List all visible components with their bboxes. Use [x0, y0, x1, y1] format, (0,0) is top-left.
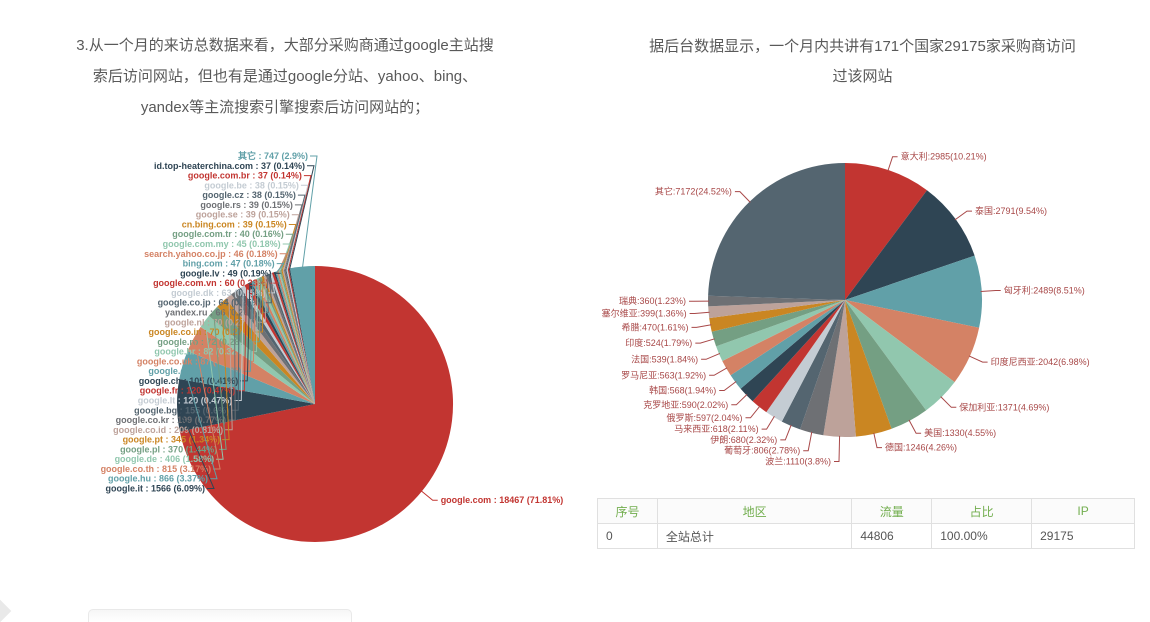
pie-slice-label: google.cz : 38 (0.15%) [202, 190, 296, 200]
country-pie-chart[interactable]: 其它:7172(24.52%) 瑞典:360(1.23%) 塞尔维亚:399(1.3… [595, 135, 1150, 480]
pie-label-line [981, 291, 1001, 292]
pie-slice-label: 克罗地亚:590(2.02%) [643, 399, 728, 410]
pie-label-line [955, 211, 972, 220]
pie-slice-label: google.co.uk : 87 (0.34%) [137, 356, 245, 366]
analysis-text-countries: 据后台数据显示，一个月内共讲有171个国家29175家采购商访问 过该网站 [615, 32, 1110, 92]
intro-line: 据后台数据显示，一个月内共讲有171个国家29175家采购商访问 [615, 32, 1110, 62]
col-header-traffic: 流量 [852, 499, 932, 524]
pie-slice-label: google.ro : 72 (0.28%) [157, 337, 250, 347]
pie-slice-label: 泰国:2791(9.54%) [975, 205, 1047, 216]
pie-slice-label: 其它:7172(24.52%) [655, 186, 732, 197]
pie-label-line [709, 368, 727, 376]
pie-slice-label: google.com.tr : 40 (0.16%) [172, 229, 284, 239]
pie-slice-label: google.de : 406 (1.58%) [115, 454, 215, 464]
corner-decoration [0, 600, 11, 622]
pie-label-line [941, 397, 957, 408]
col-header-region: 地区 [657, 499, 851, 524]
pie-label-line [780, 425, 791, 440]
pie-label-line [719, 382, 736, 391]
pie-slice-label: google.co.th : 815 (3.17%) [101, 464, 212, 474]
pie-label-line [701, 353, 720, 359]
pie-slice-label: 俄罗斯:597(2.04%) [666, 412, 742, 423]
pie-slice-label: yandex.ru : 66 (0.26%) [165, 308, 260, 318]
col-header-share: 占比 [932, 499, 1032, 524]
pie-slice-label: google.gr : 97 (0.38%) [148, 366, 241, 376]
traffic-summary-table: 序号 地区 流量 占比 IP 0 全站总计 44806 100.00% 2917… [597, 498, 1135, 549]
pie-slice-label: google.co.in : 70 (0.27%) [148, 327, 253, 337]
pie-slice-label: google.hr : 82 (0.32%) [154, 347, 247, 357]
pie-slice-label: 马来西亚:618(2.11%) [674, 424, 758, 434]
pie-slice-label: 瑞典:360(1.23%) [619, 295, 686, 306]
cell-ip: 29175 [1032, 524, 1135, 549]
pie-slice-label: 韩国:568(1.94%) [649, 385, 716, 396]
pie-label-line [303, 156, 318, 268]
pie-slice-label: google.be : 38 (0.15%) [204, 180, 299, 190]
pie-slice-label: google.com.my : 45 (0.18%) [163, 239, 281, 249]
pie-slice-label: search.yahoo.co.jp : 46 (0.18%) [144, 249, 278, 259]
analysis-text-search-engines: 3.从一个月的来访总数据来看，大部分采购商通过google主站搜 索后访问网站，… [45, 30, 525, 123]
intro-line: yandex等主流搜索引擎搜索后访问网站的； [45, 92, 525, 123]
pie-slice-label: 伊朗:680(2.32%) [710, 434, 777, 445]
below-fold-card-edge [88, 609, 352, 622]
col-header-ip: IP [1032, 499, 1135, 524]
pie-slice-label: 其它 : 747 (2.9%) [238, 150, 308, 161]
pie-label-line [692, 325, 712, 328]
pie-slice-label: google.dk : 63 (0.25%) [171, 288, 266, 298]
pie-label-line [695, 339, 714, 343]
cell-share: 100.00% [932, 524, 1032, 549]
pie-slice-label: google.lt : 120 (0.47%) [138, 396, 233, 406]
pie-slice-label: cn.bing.com : 39 (0.15%) [182, 220, 287, 230]
intro-line: 3.从一个月的来访总数据来看，大部分采购商通过google主站搜 [45, 30, 525, 61]
pie-slice-label: bing.com : 47 (0.18%) [183, 259, 275, 269]
pie-label-line [834, 436, 840, 462]
pie-slice-label: 美国:1330(4.55%) [924, 427, 996, 438]
pie-label-line [909, 420, 921, 433]
pie-label-line [421, 491, 438, 501]
pie-slice-label: 匈牙利:2489(8.51%) [1004, 285, 1085, 296]
table-header-row: 序号 地区 流量 占比 IP [598, 499, 1135, 524]
intro-line: 过该网站 [615, 62, 1110, 92]
cell-region: 全站总计 [657, 524, 851, 549]
pie-slice-label: google.se : 39 (0.15%) [196, 210, 290, 220]
pie-slice-label: google.co.id : 209 (0.81%) [113, 425, 223, 435]
pie-slice-label: google.rs : 39 (0.15%) [200, 200, 293, 210]
pie-slice-label: 波兰:1110(3.8%) [765, 456, 831, 467]
pie-slice-label: google.lv : 49 (0.19%) [180, 268, 272, 278]
pie-slice-label: 法国:539(1.84%) [631, 353, 698, 364]
pie-label-line [874, 433, 882, 448]
pie-slice-label: google.it : 1566 (6.09%) [105, 484, 205, 494]
pie-slice-label: google.com.vn : 60 (0.23%) [153, 278, 269, 288]
pie-slice-label: 意大利:2985(10.21%) [901, 151, 987, 162]
pie-label-line [735, 192, 750, 203]
pie-label-line [690, 312, 710, 313]
cell-traffic: 44806 [852, 524, 932, 549]
col-header-index: 序号 [598, 499, 658, 524]
pie-slice-label: google.hu : 866 (3.37%) [108, 474, 208, 484]
pie-slice-label: 罗马尼亚:563(1.92%) [621, 370, 706, 380]
pie-slice-label: google.co.jp : 64 (0.25%) [158, 298, 263, 308]
pie-slice-label: 印度尼西亚:2042(6.98%) [991, 356, 1090, 367]
pie-label-line [746, 406, 760, 418]
table-row: 0 全站总计 44806 100.00% 29175 [598, 524, 1135, 549]
pie-slice-label: 希腊:470(1.61%) [621, 321, 688, 332]
pie-slice-其它[interactable] [708, 163, 845, 300]
pie-label-line [888, 157, 898, 171]
pie-label-line [969, 356, 988, 362]
pie-slice-label: 塞尔维亚:399(1.36%) [602, 308, 687, 319]
pie-slice-label: google.com : 18467 (71.81%) [441, 495, 564, 505]
pie-slice-label: 葡萄牙:806(2.78%) [724, 445, 800, 456]
search-engine-pie-chart[interactable]: 其它 : 747 (2.9%)id.top-heaterchina.com : … [40, 148, 585, 568]
pie-label-line [803, 432, 812, 451]
intro-line: 索后访问网站，但也有是通过google分站、yahoo、bing、 [45, 61, 525, 92]
cell-index: 0 [598, 524, 658, 549]
pie-slice-label: id.top-heaterchina.com : 37 (0.14%) [154, 161, 305, 171]
pie-slice-label: 印度:524(1.79%) [625, 337, 692, 348]
pie-slice-label: google.pl : 370 (1.44%) [120, 444, 217, 454]
pie-slice-label: 保加利亚:1371(4.69%) [959, 401, 1049, 412]
pie-label-line [762, 416, 775, 429]
pie-label-line [731, 394, 747, 404]
pie-slice-label: google.com.br : 37 (0.14%) [188, 171, 302, 181]
pie-slice-label: 德国:1246(4.26%) [885, 442, 957, 453]
